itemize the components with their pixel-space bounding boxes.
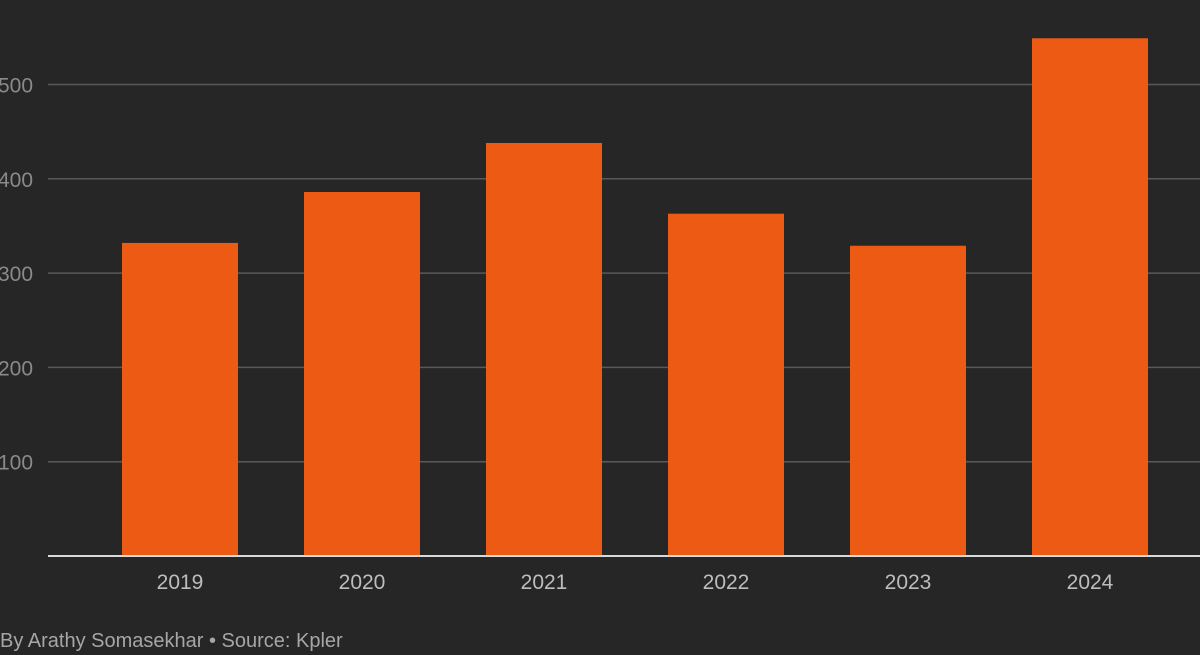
x-tick-label-2021: 2021	[521, 571, 568, 594]
bar-2024	[1032, 38, 1148, 557]
bar-chart: 100 200 300 400 500 2019 2020 2021 2022 2023 2024	[0, 38, 1200, 594]
y-axis-tick-labels: 100 200 300 400 500	[0, 75, 33, 475]
x-tick-label-2022: 2022	[703, 571, 750, 594]
bar-2022	[668, 213, 784, 557]
x-tick-label-2020: 2020	[339, 571, 386, 594]
bar-2020	[304, 192, 420, 556]
x-tick-label-2024: 2024	[1067, 571, 1114, 594]
byline-source-credit: By Arathy Somasekhar • Source: Kpler	[0, 630, 343, 652]
y-tick-label-100: 100	[0, 452, 33, 475]
gridlines	[48, 83, 1200, 463]
y-tick-label-500: 500	[0, 75, 33, 98]
y-tick-label-300: 300	[0, 263, 33, 286]
x-tick-label-2023: 2023	[885, 571, 932, 594]
x-tick-label-2019: 2019	[157, 571, 204, 594]
bar-2021	[486, 142, 602, 556]
y-tick-label-400: 400	[0, 169, 33, 192]
x-axis-tick-labels: 2019 2020 2021 2022 2023 2024	[157, 571, 1114, 594]
bar-2019	[122, 242, 238, 556]
bars	[122, 38, 1148, 557]
bar-2023	[850, 245, 966, 557]
y-tick-label-200: 200	[0, 357, 33, 380]
